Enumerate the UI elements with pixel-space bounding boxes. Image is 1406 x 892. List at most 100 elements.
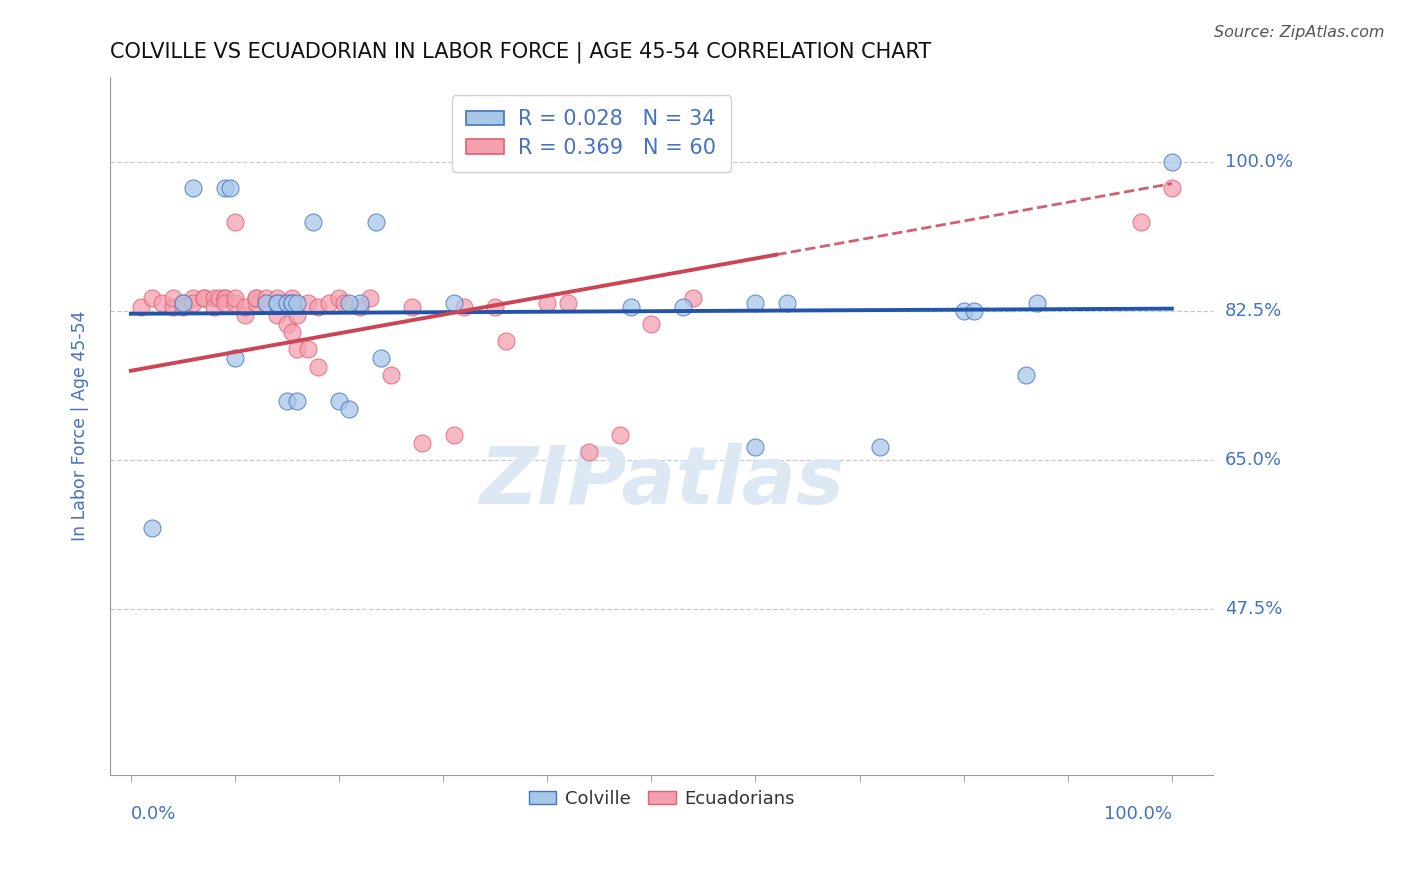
Point [183,295,205,310]
Point [266,292,288,306]
Point [129,300,152,314]
Point [235,309,257,323]
Point [218,181,240,195]
Point [744,440,766,454]
Point [172,295,194,310]
Point [202,292,225,306]
Point [328,292,350,306]
Point [307,300,329,314]
Point [287,343,309,357]
Point [162,300,184,314]
Point [214,181,236,195]
Point [744,295,766,310]
Point [193,292,215,306]
Point [287,393,309,408]
Point [281,326,304,340]
Point [443,427,465,442]
Point [411,436,433,450]
Point [141,292,163,306]
Point [1129,215,1152,229]
Point [557,295,579,310]
Point [328,393,350,408]
Point [266,295,288,310]
Point [453,300,475,314]
Point [235,300,257,314]
Point [276,295,298,310]
Point [484,300,506,314]
Point [359,292,381,306]
Point [963,304,986,318]
Point [578,444,600,458]
Point [141,521,163,535]
Point [349,300,371,314]
Point [245,295,267,310]
Point [297,295,319,310]
Point [302,215,325,229]
Point [172,295,194,310]
Text: ZIPatlas: ZIPatlas [479,443,844,521]
Point [254,295,277,310]
Point [214,295,236,310]
Point [224,292,246,306]
Point [333,295,356,310]
Point [364,215,387,229]
Point [443,295,465,310]
Legend: Colville, Ecuadorians: Colville, Ecuadorians [522,782,803,814]
Point [270,295,292,310]
Point [339,295,361,310]
Text: 65.0%: 65.0% [1225,451,1282,469]
Point [254,292,277,306]
Point [276,393,298,408]
Point [224,295,246,310]
Point [1015,368,1038,382]
Point [224,351,246,365]
Point [281,292,304,306]
Point [183,181,205,195]
Text: 82.5%: 82.5% [1225,302,1282,320]
Text: 100.0%: 100.0% [1104,805,1171,823]
Point [172,300,194,314]
Point [245,292,267,306]
Point [150,295,173,310]
Point [619,300,641,314]
Y-axis label: In Labor Force | Age 45-54: In Labor Force | Age 45-54 [72,310,89,541]
Point [214,292,236,306]
Point [202,300,225,314]
Point [276,317,298,331]
Point [1025,295,1047,310]
Point [266,309,288,323]
Point [671,300,693,314]
Point [370,351,392,365]
Point [1160,155,1182,169]
Point [193,292,215,306]
Point [869,440,891,454]
Text: 0.0%: 0.0% [131,805,176,823]
Point [276,295,298,310]
Point [536,295,558,310]
Text: 47.5%: 47.5% [1225,600,1282,618]
Point [401,300,423,314]
Point [349,295,371,310]
Text: 100.0%: 100.0% [1225,153,1292,171]
Point [245,292,267,306]
Point [287,295,309,310]
Point [609,427,631,442]
Point [307,359,329,374]
Point [281,295,304,310]
Point [682,292,704,306]
Text: Source: ZipAtlas.com: Source: ZipAtlas.com [1215,25,1385,40]
Point [266,295,288,310]
Point [380,368,402,382]
Point [224,215,246,229]
Point [254,295,277,310]
Point [952,304,974,318]
Point [183,292,205,306]
Point [776,295,799,310]
Point [495,334,517,348]
Point [339,402,361,417]
Point [162,292,184,306]
Point [297,343,319,357]
Point [281,295,304,310]
Point [318,295,340,310]
Text: COLVILLE VS ECUADORIAN IN LABOR FORCE | AGE 45-54 CORRELATION CHART: COLVILLE VS ECUADORIAN IN LABOR FORCE | … [110,42,931,63]
